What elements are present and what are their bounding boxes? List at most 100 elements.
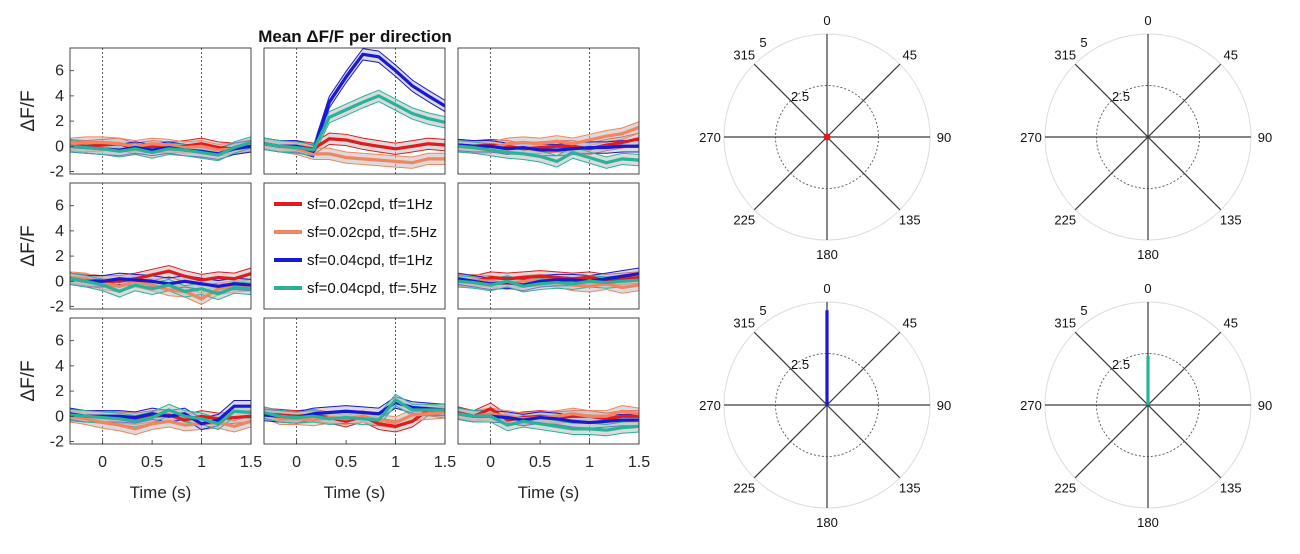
y-tick-label: 2 [55, 383, 64, 400]
series-line [458, 143, 639, 152]
polar-angle-label: 180 [816, 247, 838, 262]
polar-angle-label: 135 [1220, 213, 1242, 228]
x-tick-label: 0.5 [141, 454, 163, 471]
panel-1-2 [263, 47, 446, 175]
polar-plot-2: 0 45 90 135 180 225 270 315 2.5 5 [1020, 13, 1272, 262]
polar-angle-label: 315 [1054, 47, 1076, 62]
figure-title: Mean ΔF/F per direction [258, 27, 452, 46]
panel-2-3 [457, 182, 640, 310]
polar-angle-label: 225 [733, 213, 755, 228]
panel-plot-area [264, 48, 445, 174]
panel-frame [69, 47, 252, 175]
polar-radius-label: 2.5 [1112, 357, 1130, 372]
panel-3-3: 0 0.5 1 1.5 Time (s) [457, 317, 650, 502]
x-tick-label: 0 [486, 454, 495, 471]
series-line [70, 140, 251, 157]
panel-1-3 [457, 47, 640, 175]
legend-label: sf=0.02cpd, tf=1Hz [307, 196, 433, 213]
polar-radius-label: 5 [759, 303, 766, 318]
polar-angle-label: 45 [902, 315, 916, 330]
polar-radius-label: 5 [759, 35, 766, 50]
y-tick-label: 6 [55, 198, 64, 215]
legend: sf=0.02cpd, tf=1Hz sf=0.02cpd, tf=.5Hz sf=… [274, 196, 437, 297]
polar-angle-label: 225 [1054, 213, 1076, 228]
polar-angle-label: 135 [899, 213, 921, 228]
series-line [70, 277, 251, 288]
polar-angle-label: 180 [1137, 515, 1159, 530]
panel-plot-area [70, 48, 251, 174]
series-line [70, 140, 251, 152]
panel-frame [69, 182, 252, 310]
polar-angle-label: 225 [733, 481, 755, 496]
x-tick-label: 1 [197, 454, 206, 471]
polar-angle-label: 315 [1054, 315, 1076, 330]
series-line [458, 412, 639, 432]
y-axis-label: ΔF/F [18, 225, 39, 266]
polar-angle-label: 90 [1258, 130, 1272, 145]
polar-spoke [1074, 63, 1222, 211]
x-tick-label: 1 [391, 454, 400, 471]
x-tick-label: 0.5 [529, 454, 551, 471]
legend-label: sf=0.02cpd, tf=.5Hz [307, 224, 437, 241]
panel-frame [263, 182, 446, 310]
series-line [458, 144, 639, 165]
panel-frame [457, 317, 640, 445]
polar-radius-label: 2.5 [791, 357, 809, 372]
panel-plot-area [70, 183, 251, 309]
polar-angle-label: 135 [1220, 481, 1242, 496]
polar-radius-label: 5 [1080, 35, 1087, 50]
polar-radius-label: 2.5 [791, 89, 809, 104]
polar-angle-label: 90 [1258, 398, 1272, 413]
polar-angle-label: 270 [1020, 398, 1042, 413]
y-tick-label: 0 [55, 273, 64, 290]
panel-2-1: -2 0 2 4 6 ΔF/F [18, 182, 252, 315]
y-tick-label: 0 [55, 408, 64, 425]
panel-frame [263, 47, 446, 175]
x-tick-label: 0 [98, 454, 107, 471]
x-axis-label: Time (s) [518, 483, 580, 502]
polar-angle-label: 180 [1137, 247, 1159, 262]
x-axis-label: Time (s) [130, 483, 192, 502]
polar-angle-label: 315 [733, 315, 755, 330]
series-line [70, 277, 251, 296]
polar-angle-label: 135 [899, 481, 921, 496]
x-tick-label: 0.5 [335, 454, 357, 471]
series-line [264, 398, 445, 422]
panel-plot-area [264, 318, 445, 444]
x-tick-label: 1.5 [240, 454, 262, 471]
x-tick-label: 0 [292, 454, 301, 471]
polar-angle-label: 0 [1144, 13, 1151, 28]
polar-plot-1: 0 45 90 135 180 225 270 315 2.5 5 [699, 13, 951, 262]
panel-plot-area [458, 48, 639, 174]
polar-angle-label: 180 [816, 515, 838, 530]
polar-radius-label: 5 [1080, 303, 1087, 318]
y-tick-label: 4 [55, 358, 64, 375]
panel-3-2: 0 0.5 1 1.5 Time (s) [263, 317, 456, 502]
y-tick-label: -2 [50, 298, 64, 315]
polar-angle-label: 45 [1223, 315, 1237, 330]
panel-frame [457, 182, 640, 310]
polar-angle-label: 0 [1144, 281, 1151, 296]
y-tick-label: 4 [55, 88, 64, 105]
polar-angle-label: 90 [937, 398, 951, 413]
polar-angle-label: 0 [823, 281, 830, 296]
polar-angle-label: 0 [823, 13, 830, 28]
y-tick-label: 0 [55, 138, 64, 155]
polar-plots: 0 45 90 135 180 225 270 315 2.5 5 0 45 90 135 180 225 27… [699, 13, 1272, 530]
polar-angle-label: 45 [1223, 47, 1237, 62]
polar-vector-dot [823, 133, 831, 141]
panel-plot-area [458, 318, 639, 444]
series-line [264, 94, 445, 152]
x-tick-label: 1.5 [628, 454, 650, 471]
y-tick-label: 6 [55, 333, 64, 350]
panel-1-1: -2 0 2 4 6 ΔF/F [18, 47, 252, 180]
y-tick-label: 4 [55, 223, 64, 240]
y-axis-label: ΔF/F [18, 90, 39, 131]
panel-frame [69, 317, 252, 445]
x-axis-label: Time (s) [324, 483, 386, 502]
series-line [70, 408, 251, 426]
series-line [70, 142, 251, 151]
y-tick-label: -2 [50, 433, 64, 450]
